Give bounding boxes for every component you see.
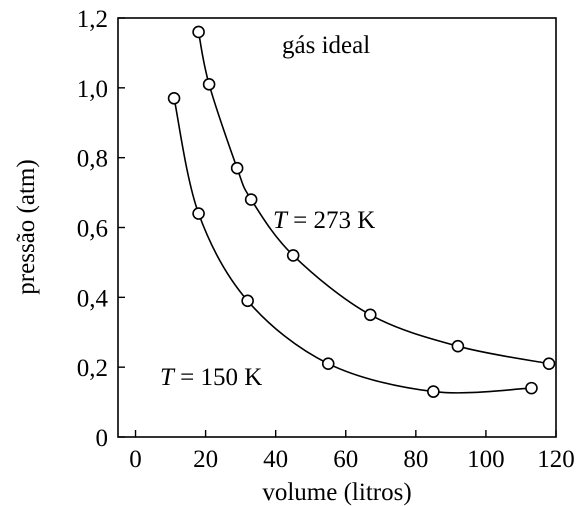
data-point (167, 92, 181, 105)
t273-label: T = 273 K (273, 207, 375, 234)
y-axis-title: pressão (atm) (13, 159, 40, 294)
data-points (167, 25, 556, 398)
tick-labels: 0 20 40 60 80 100 120 0 0,2 0,4 0,6 0,8 1,0 1,2 (77, 6, 575, 473)
x-tick-label: 40 (263, 446, 288, 473)
data-point (427, 385, 440, 398)
data-point (244, 193, 258, 206)
data-point (451, 339, 465, 353)
x-tick-label: 100 (467, 446, 505, 473)
x-tick-label: 20 (193, 446, 218, 473)
axis-ticks (118, 17, 557, 438)
y-tick-label: 0,4 (77, 285, 109, 312)
y-tick-label: 0,2 (77, 355, 108, 382)
data-point (321, 357, 335, 370)
t150-value: = 150 K (174, 364, 262, 391)
data-point (286, 249, 300, 262)
t273-value: = 273 K (287, 207, 375, 234)
data-point (542, 357, 556, 370)
t273-symbol: T (273, 207, 289, 234)
data-point (202, 78, 216, 91)
data-point (363, 308, 377, 322)
x-tick-label: 60 (333, 446, 358, 473)
x-tick-label: 120 (537, 446, 575, 473)
x-tick-label: 80 (403, 446, 428, 473)
ideal-gas-label: gás ideal (282, 32, 370, 59)
data-point (192, 25, 205, 39)
data-point (525, 381, 538, 395)
x-axis-title: volume (litros) (262, 479, 411, 506)
y-tick-label: 0,8 (77, 146, 108, 173)
t150-label: T = 150 K (160, 364, 262, 391)
data-point (192, 207, 205, 220)
y-tick-label: 0 (96, 425, 109, 452)
data-point (230, 161, 244, 175)
data-point (241, 294, 254, 308)
x-tick-label: 0 (129, 446, 142, 473)
y-tick-label: 0,6 (77, 216, 108, 243)
t150-symbol: T (160, 364, 176, 391)
y-tick-label: 1,0 (77, 76, 108, 103)
y-tick-label: 1,2 (77, 6, 108, 33)
